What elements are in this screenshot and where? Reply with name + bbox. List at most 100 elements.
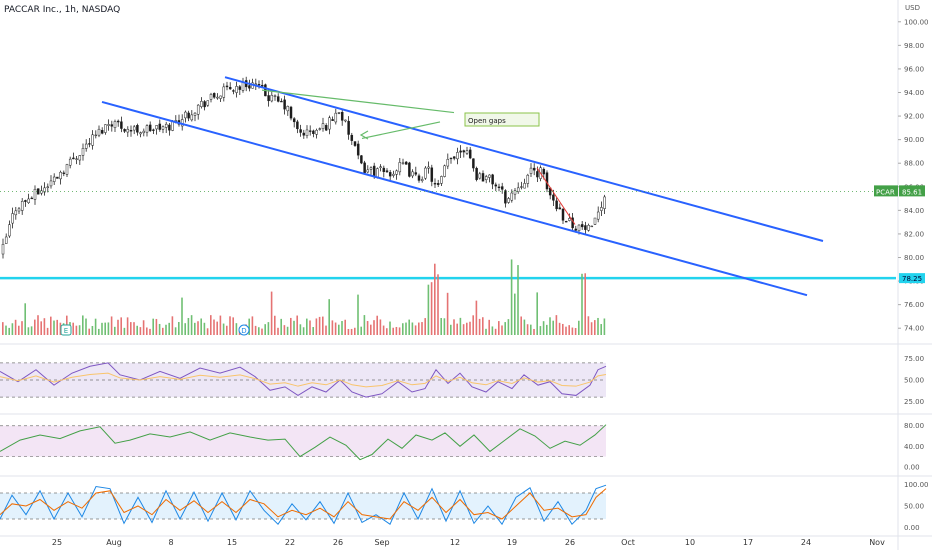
x-tick-label: 26 — [565, 538, 575, 547]
candle-body — [97, 128, 101, 136]
volume-bar — [72, 322, 74, 335]
volume-bar — [165, 324, 167, 335]
x-tick-label: Aug — [106, 538, 122, 547]
candle-body — [299, 129, 302, 133]
candle-body — [603, 196, 606, 209]
candle-body — [465, 150, 469, 154]
candle-body — [536, 171, 539, 178]
candle-body — [91, 134, 94, 146]
candle-body — [168, 124, 171, 131]
candle-body — [398, 162, 402, 173]
volume-bar — [344, 319, 346, 335]
volume-bar — [21, 321, 23, 335]
annotation-text: Open gaps — [468, 117, 506, 125]
x-tick-label: 25 — [52, 538, 62, 547]
volume-bar — [421, 322, 423, 335]
candle-body — [600, 207, 603, 211]
candle-body — [190, 114, 194, 121]
volume-bar — [216, 321, 218, 335]
candle-body — [187, 112, 190, 119]
volume-bar — [325, 325, 327, 335]
volume-bar — [309, 320, 311, 335]
volume-bar — [424, 318, 426, 335]
volume-bar — [75, 325, 78, 335]
candle-body — [344, 119, 347, 122]
volume-bar — [603, 318, 606, 335]
candle-body — [430, 167, 434, 182]
candle-body — [305, 129, 309, 136]
volume-bar — [510, 259, 513, 335]
candle-body — [584, 225, 587, 230]
candle-body — [75, 158, 78, 160]
volume-bar — [94, 318, 97, 335]
dividend-marker — [238, 324, 250, 336]
volume-bar — [222, 323, 225, 335]
candle-body — [472, 158, 475, 169]
volume-bar — [104, 322, 106, 335]
candle-body — [4, 236, 8, 244]
volume-bar — [488, 319, 490, 335]
candle-body — [529, 167, 533, 174]
volume-bar — [376, 315, 378, 335]
candle-body — [520, 186, 523, 188]
channel-upper-line — [224, 76, 824, 242]
volume-bar — [411, 322, 414, 335]
candle-body — [164, 123, 168, 128]
candle-body — [526, 174, 530, 184]
volume-bar — [53, 320, 55, 335]
x-tick-label: 15 — [227, 538, 237, 547]
volume-bar — [485, 328, 487, 335]
x-tick-label: Sep — [374, 538, 389, 547]
volume-bar — [158, 323, 161, 335]
candle-body — [312, 130, 315, 135]
candle-body — [360, 155, 363, 164]
candle-body — [120, 121, 123, 129]
volume-bar — [293, 320, 295, 335]
candle-body — [132, 126, 136, 131]
volume-bar — [219, 315, 222, 335]
candle-body — [337, 112, 341, 114]
volume-bar — [558, 322, 561, 335]
volume-bar — [386, 328, 388, 335]
volume-bar — [533, 328, 535, 335]
candle-body — [427, 166, 430, 169]
rsi-tick-label: 75.00 — [904, 355, 924, 363]
volume-bar — [251, 316, 254, 335]
volume-bar — [78, 325, 81, 335]
volume-bar — [155, 318, 158, 335]
candle-body — [267, 95, 270, 102]
candle-body — [308, 130, 312, 132]
volume-bar — [210, 315, 212, 335]
candle-body — [184, 111, 187, 119]
candle-body — [424, 167, 427, 179]
volume-bar — [248, 318, 250, 335]
x-tick-label: 24 — [801, 538, 811, 547]
candle-body — [404, 161, 408, 165]
candle-body — [148, 124, 152, 132]
candle-body — [104, 124, 107, 133]
volume-bar — [523, 319, 526, 335]
volume-bar — [110, 316, 113, 335]
volume-bar — [226, 325, 228, 335]
volume-bar — [590, 322, 593, 335]
volume-bar — [491, 326, 494, 335]
support-price-label: 78.25 — [902, 275, 922, 283]
volume-bar — [520, 316, 522, 335]
candle-body — [123, 129, 126, 132]
price-tick-label: 98.00 — [904, 42, 924, 50]
volume-bar — [133, 322, 135, 335]
candle-body — [417, 175, 421, 181]
candle-body — [296, 121, 299, 130]
volume-bar — [283, 325, 286, 335]
volume-bar — [341, 321, 343, 335]
volume-bar — [363, 315, 366, 335]
oscillator-tick-label: 80.00 — [904, 422, 924, 430]
candle-body — [366, 169, 370, 173]
volume-bar — [443, 318, 446, 335]
volume-bar — [114, 326, 116, 335]
x-tick-label: 26 — [333, 538, 343, 547]
candle-body — [513, 190, 517, 195]
volume-bar — [549, 317, 551, 335]
volume-bar — [213, 319, 215, 335]
volume-bar — [347, 328, 350, 335]
